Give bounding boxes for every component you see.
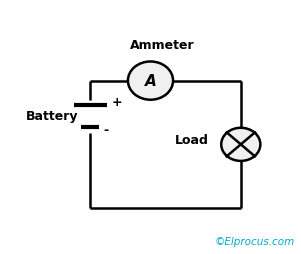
Circle shape [221,128,260,161]
Text: -: - [104,123,109,136]
Text: Ammeter: Ammeter [130,39,195,52]
Text: +: + [111,95,122,108]
Circle shape [128,62,173,100]
Text: ©Elprocus.com: ©Elprocus.com [215,236,295,246]
Text: A: A [144,74,157,89]
Text: Battery: Battery [26,110,78,123]
Text: Load: Load [175,133,209,146]
